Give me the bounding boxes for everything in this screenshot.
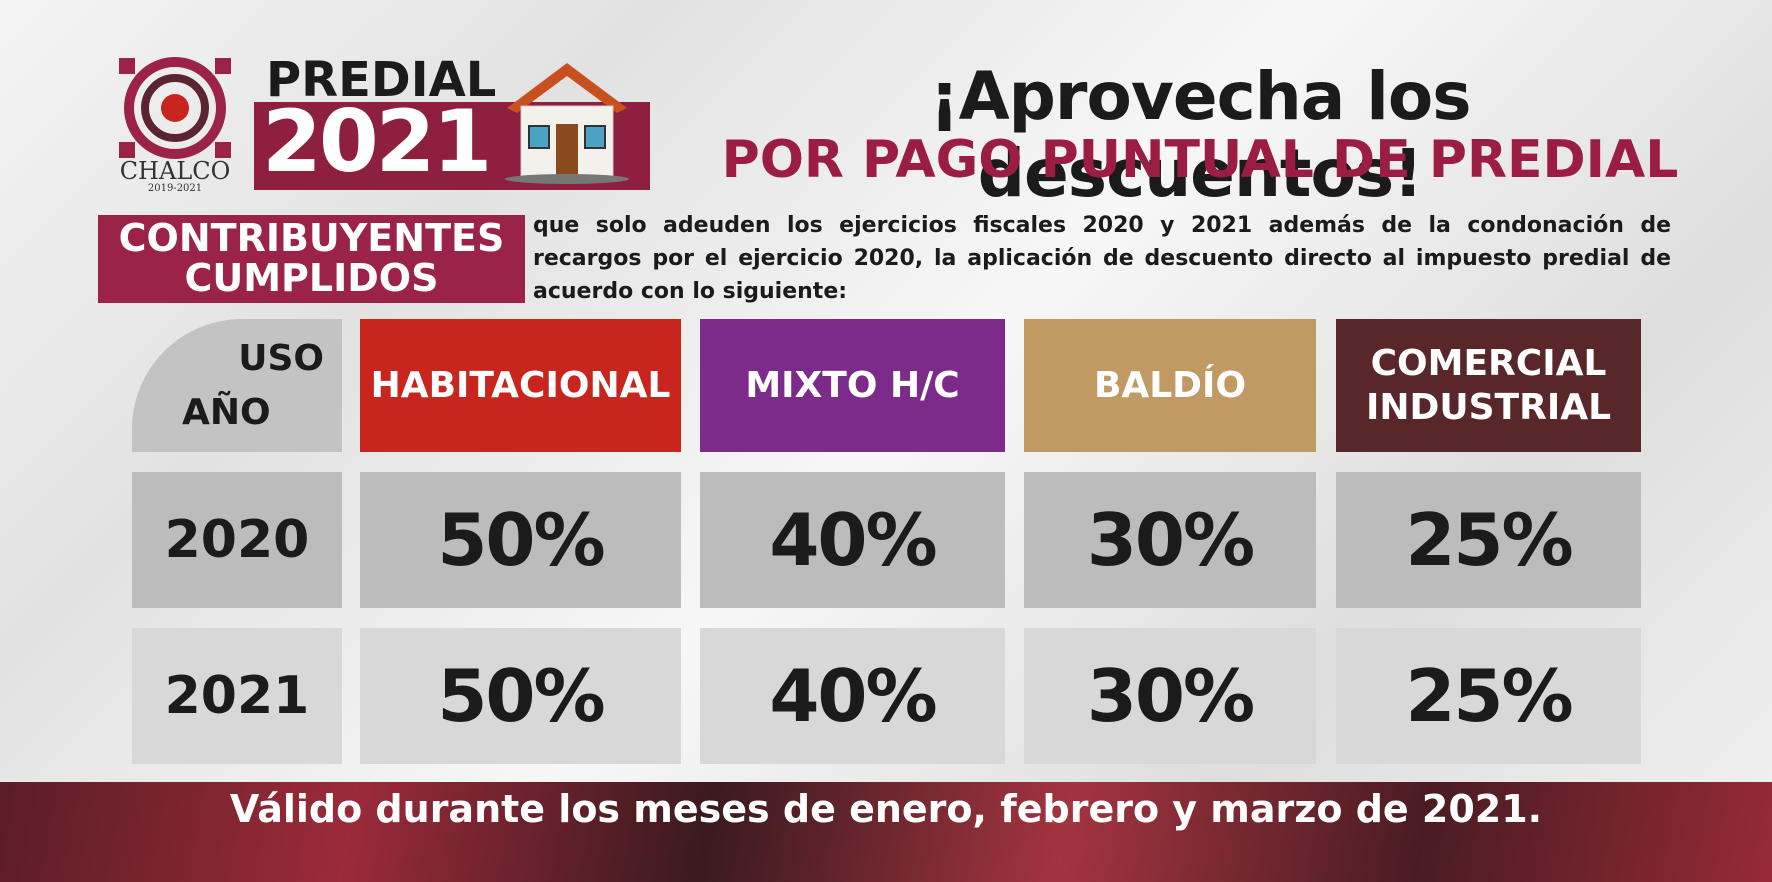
logo-icon bbox=[119, 57, 231, 159]
column-header: COMERCIAL INDUSTRIAL bbox=[1336, 319, 1641, 452]
column-header-line: COMERCIAL bbox=[1370, 343, 1607, 385]
corner-use: USO bbox=[238, 337, 324, 379]
intro-label-line: CUMPLIDOS bbox=[184, 256, 439, 300]
discount-cell: 50% bbox=[360, 472, 681, 608]
badge-year: 2021 bbox=[262, 92, 492, 192]
logo-years: 2019-2021 bbox=[147, 183, 203, 194]
column-header-line: INDUSTRIAL bbox=[1365, 386, 1612, 428]
discount-cell: 50% bbox=[360, 628, 681, 764]
intro-label-line: CONTRIBUYENTES bbox=[118, 216, 505, 261]
intro-text: que solo adeuden los ejercicios fiscales… bbox=[533, 213, 1671, 304]
badge-label: PREDIAL bbox=[266, 52, 497, 108]
row-year: 2021 bbox=[132, 628, 342, 764]
corner-year: AÑO bbox=[182, 392, 271, 434]
footer-band bbox=[0, 782, 1772, 882]
discount-cell: 40% bbox=[700, 472, 1005, 608]
intro-label: CONTRIBUYENTES CUMPLIDOS bbox=[98, 215, 525, 303]
column-header: HABITACIONAL bbox=[360, 319, 681, 452]
discount-cell: 40% bbox=[700, 628, 1005, 764]
title: ¡Aprovecha los descuentos! bbox=[929, 58, 1472, 212]
discount-cell: 25% bbox=[1336, 472, 1641, 608]
column-header: BALDÍO bbox=[1024, 319, 1316, 452]
column-header: MIXTO H/C bbox=[700, 319, 1005, 452]
subtitle: POR PAGO PUNTUAL DE PREDIAL bbox=[721, 130, 1679, 190]
footer-text: Válido durante los meses de enero, febre… bbox=[229, 787, 1543, 831]
discount-cell: 30% bbox=[1024, 472, 1316, 608]
column-header-line: HABITACIONAL bbox=[370, 364, 671, 406]
discount-cell: 30% bbox=[1024, 628, 1316, 764]
discount-cell: 25% bbox=[1336, 628, 1641, 764]
column-header-line: MIXTO H/C bbox=[745, 364, 960, 406]
row-year: 2020 bbox=[132, 472, 342, 608]
logo-name: CHALCO bbox=[119, 157, 231, 185]
house-icon bbox=[505, 63, 629, 184]
column-header-line: BALDÍO bbox=[1093, 364, 1247, 406]
corner-cell: USO AÑO bbox=[132, 319, 342, 452]
